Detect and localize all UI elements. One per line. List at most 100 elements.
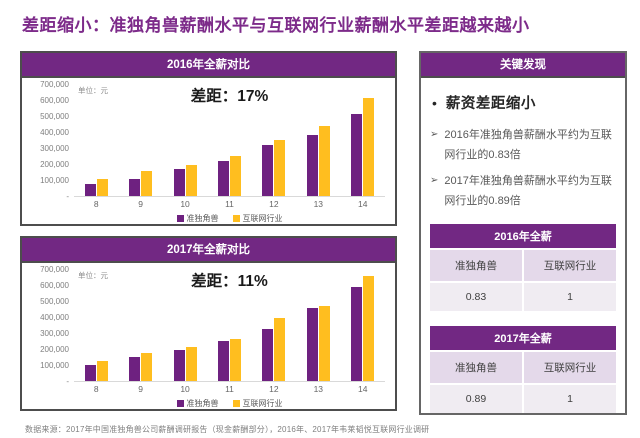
chart-legend: 准独角兽 互联网行业 [74,213,385,224]
bar-group-12 [252,140,296,196]
bar-互联网行业-11 [229,156,241,196]
legend-swatch-icon [176,215,184,222]
table-header-row: 准独角兽 互联网行业 [430,352,616,384]
plot-area: 差距：11% 8 9 10 11 12 13 14 准独角兽 互联网行业 [74,269,385,409]
finding-text-2017: 2017年准独角兽薪酬水平约为互联网行业的0.89倍 [444,174,612,208]
bar-互联网行业-14 [363,275,375,381]
bar-准独角兽-8 [84,365,96,381]
bar-互联网行业-14 [363,98,375,196]
arrow-bullet-icon: ➢ [430,129,439,140]
bar-group-8 [74,360,118,381]
y-tick-label: - [66,192,69,201]
bar-互联网行业-12 [274,317,286,381]
findings-column: 关键发现 • 薪资差距缩小 ➢ 2016年准独角兽薪酬水平约为互联网行业的0.8… [419,51,627,416]
bar-准独角兽-14 [351,286,363,381]
content-area: 2016年全薪对比 单位：元 700,000 600,000 500,000 400,… [20,51,640,416]
bar-group-12 [252,317,296,381]
legend-label: 互联网行业 [242,214,283,223]
plot-area: 差距：17% 8 9 10 11 12 13 14 准独角兽 互联网行业 [74,84,385,224]
chart-inner: 700,000 600,000 500,000 400,000 300,000 200,0… [28,80,385,224]
bar-group-11 [207,156,251,196]
x-tick-label: 13 [313,199,324,209]
key-findings-title: 关键发现 [421,53,625,78]
legend-swatch-icon [232,215,240,222]
y-tick-label: 500,000 [40,112,69,121]
bar-准独角兽-11 [217,160,229,196]
y-tick-label: 500,000 [40,297,69,306]
ratio-table-2017: 2017年全薪 准独角兽 互联网行业 0.89 1 [430,326,616,414]
col-header-internet: 互联网行业 [524,250,616,282]
ratio-table-2016-title: 2016年全薪 [430,224,616,249]
bar-准独角兽-14 [351,114,363,196]
bar-group-13 [296,305,340,381]
x-tick-label: 13 [313,384,324,394]
y-tick-label: 600,000 [40,96,69,105]
gap-annotation-2016: 差距：17% [190,88,269,105]
y-axis: 700,000 600,000 500,000 400,000 300,000 200,0… [28,265,74,386]
col-header-unicorn: 准独角兽 [430,250,522,282]
col-header-unicorn: 准独角兽 [430,352,522,384]
bar-互联网行业-10 [185,346,197,381]
table-value-row: 0.83 1 [430,283,616,312]
x-axis-labels: 8 9 10 11 12 13 14 [74,384,385,394]
x-tick-label: 14 [358,384,368,394]
x-tick-label: 12 [269,384,279,394]
key-findings-panel: 关键发现 • 薪资差距缩小 ➢ 2016年准独角兽薪酬水平约为互联网行业的0.8… [419,51,627,416]
bar-互联网行业-9 [141,353,153,381]
y-axis: 700,000 600,000 500,000 400,000 300,000 200,0… [28,80,74,201]
finding-text-2016: 2016年准独角兽薪酬水平约为互联网行业的0.83倍 [444,129,612,162]
legend-item-准独角兽: 准独角兽 [176,398,219,409]
bar-chart-2016: 单位：元 700,000 600,000 500,000 400,000 300,000… [22,78,395,224]
bar-准独角兽-10 [173,349,185,381]
bar-group-13 [296,126,340,196]
page-title: 差距缩小：准独角兽薪酬水平与互联网行业薪酬水平差距越来越小 [22,16,530,35]
bar-group-9 [118,171,162,196]
findings-body: • 薪资差距缩小 ➢ 2016年准独角兽薪酬水平约为互联网行业的0.83倍 ➢ … [421,78,625,218]
bar-准独角兽-11 [217,340,229,381]
x-tick-label: 9 [138,384,143,394]
x-tick-label: 12 [269,199,279,209]
bar-准独角兽-12 [262,329,274,381]
legend-label: 准独角兽 [186,399,219,408]
legend-item-互联网行业: 互联网行业 [232,213,283,224]
bar-准独角兽-9 [129,357,141,381]
x-tick-label: 8 [93,199,99,209]
bar-互联网行业-11 [229,339,241,381]
table-value-row: 0.89 1 [430,385,616,414]
chart-panel-2016-title: 2016年全薪对比 [22,53,395,78]
value-internet-2017: 1 [524,385,616,414]
y-tick-label: 400,000 [40,128,69,137]
legend-label: 互联网行业 [242,399,283,408]
chart-panel-2016: 2016年全薪对比 单位：元 700,000 600,000 500,000 400,… [20,51,397,226]
x-tick-label: 8 [93,384,99,394]
bar-互联网行业-10 [185,164,197,196]
chart-inner: 700,000 600,000 500,000 400,000 300,000 200,0… [28,265,385,409]
bar-互联网行业-13 [318,305,330,381]
bar-group-11 [207,339,251,381]
x-tick-label: 11 [225,384,234,394]
y-tick-label: 700,000 [40,80,69,89]
gap-annotation-2017: 差距：11% [191,273,268,290]
x-tick-label: 11 [225,199,234,209]
bar-group-10 [163,164,207,196]
bar-互联网行业-12 [274,140,286,196]
y-tick-label: - [66,377,69,386]
bar-准独角兽-8 [84,183,96,196]
y-tick-label: 300,000 [40,329,69,338]
chart-panel-2017-title: 2017年全薪对比 [22,238,395,263]
bar-准独角兽-13 [306,308,318,381]
ratio-table-2017-title: 2017年全薪 [430,326,616,351]
y-tick-label: 400,000 [40,313,69,322]
value-internet-2016: 1 [524,283,616,312]
charts-column: 2016年全薪对比 单位：元 700,000 600,000 500,000 400,… [20,51,397,415]
y-tick-label: 700,000 [40,265,69,274]
y-tick-label: 200,000 [40,160,69,169]
bar-互联网行业-8 [96,178,108,196]
legend-item-互联网行业: 互联网行业 [232,398,283,409]
bar-准独角兽-10 [173,169,185,196]
legend-item-准独角兽: 准独角兽 [176,213,219,224]
bar-group-8 [74,178,118,196]
chart-panel-2017: 2017年全薪对比 单位：元 700,000 600,000 500,000 400,… [20,236,397,411]
x-tick-label: 9 [138,199,143,209]
findings-headline-row: • 薪资差距缩小 [432,92,616,113]
